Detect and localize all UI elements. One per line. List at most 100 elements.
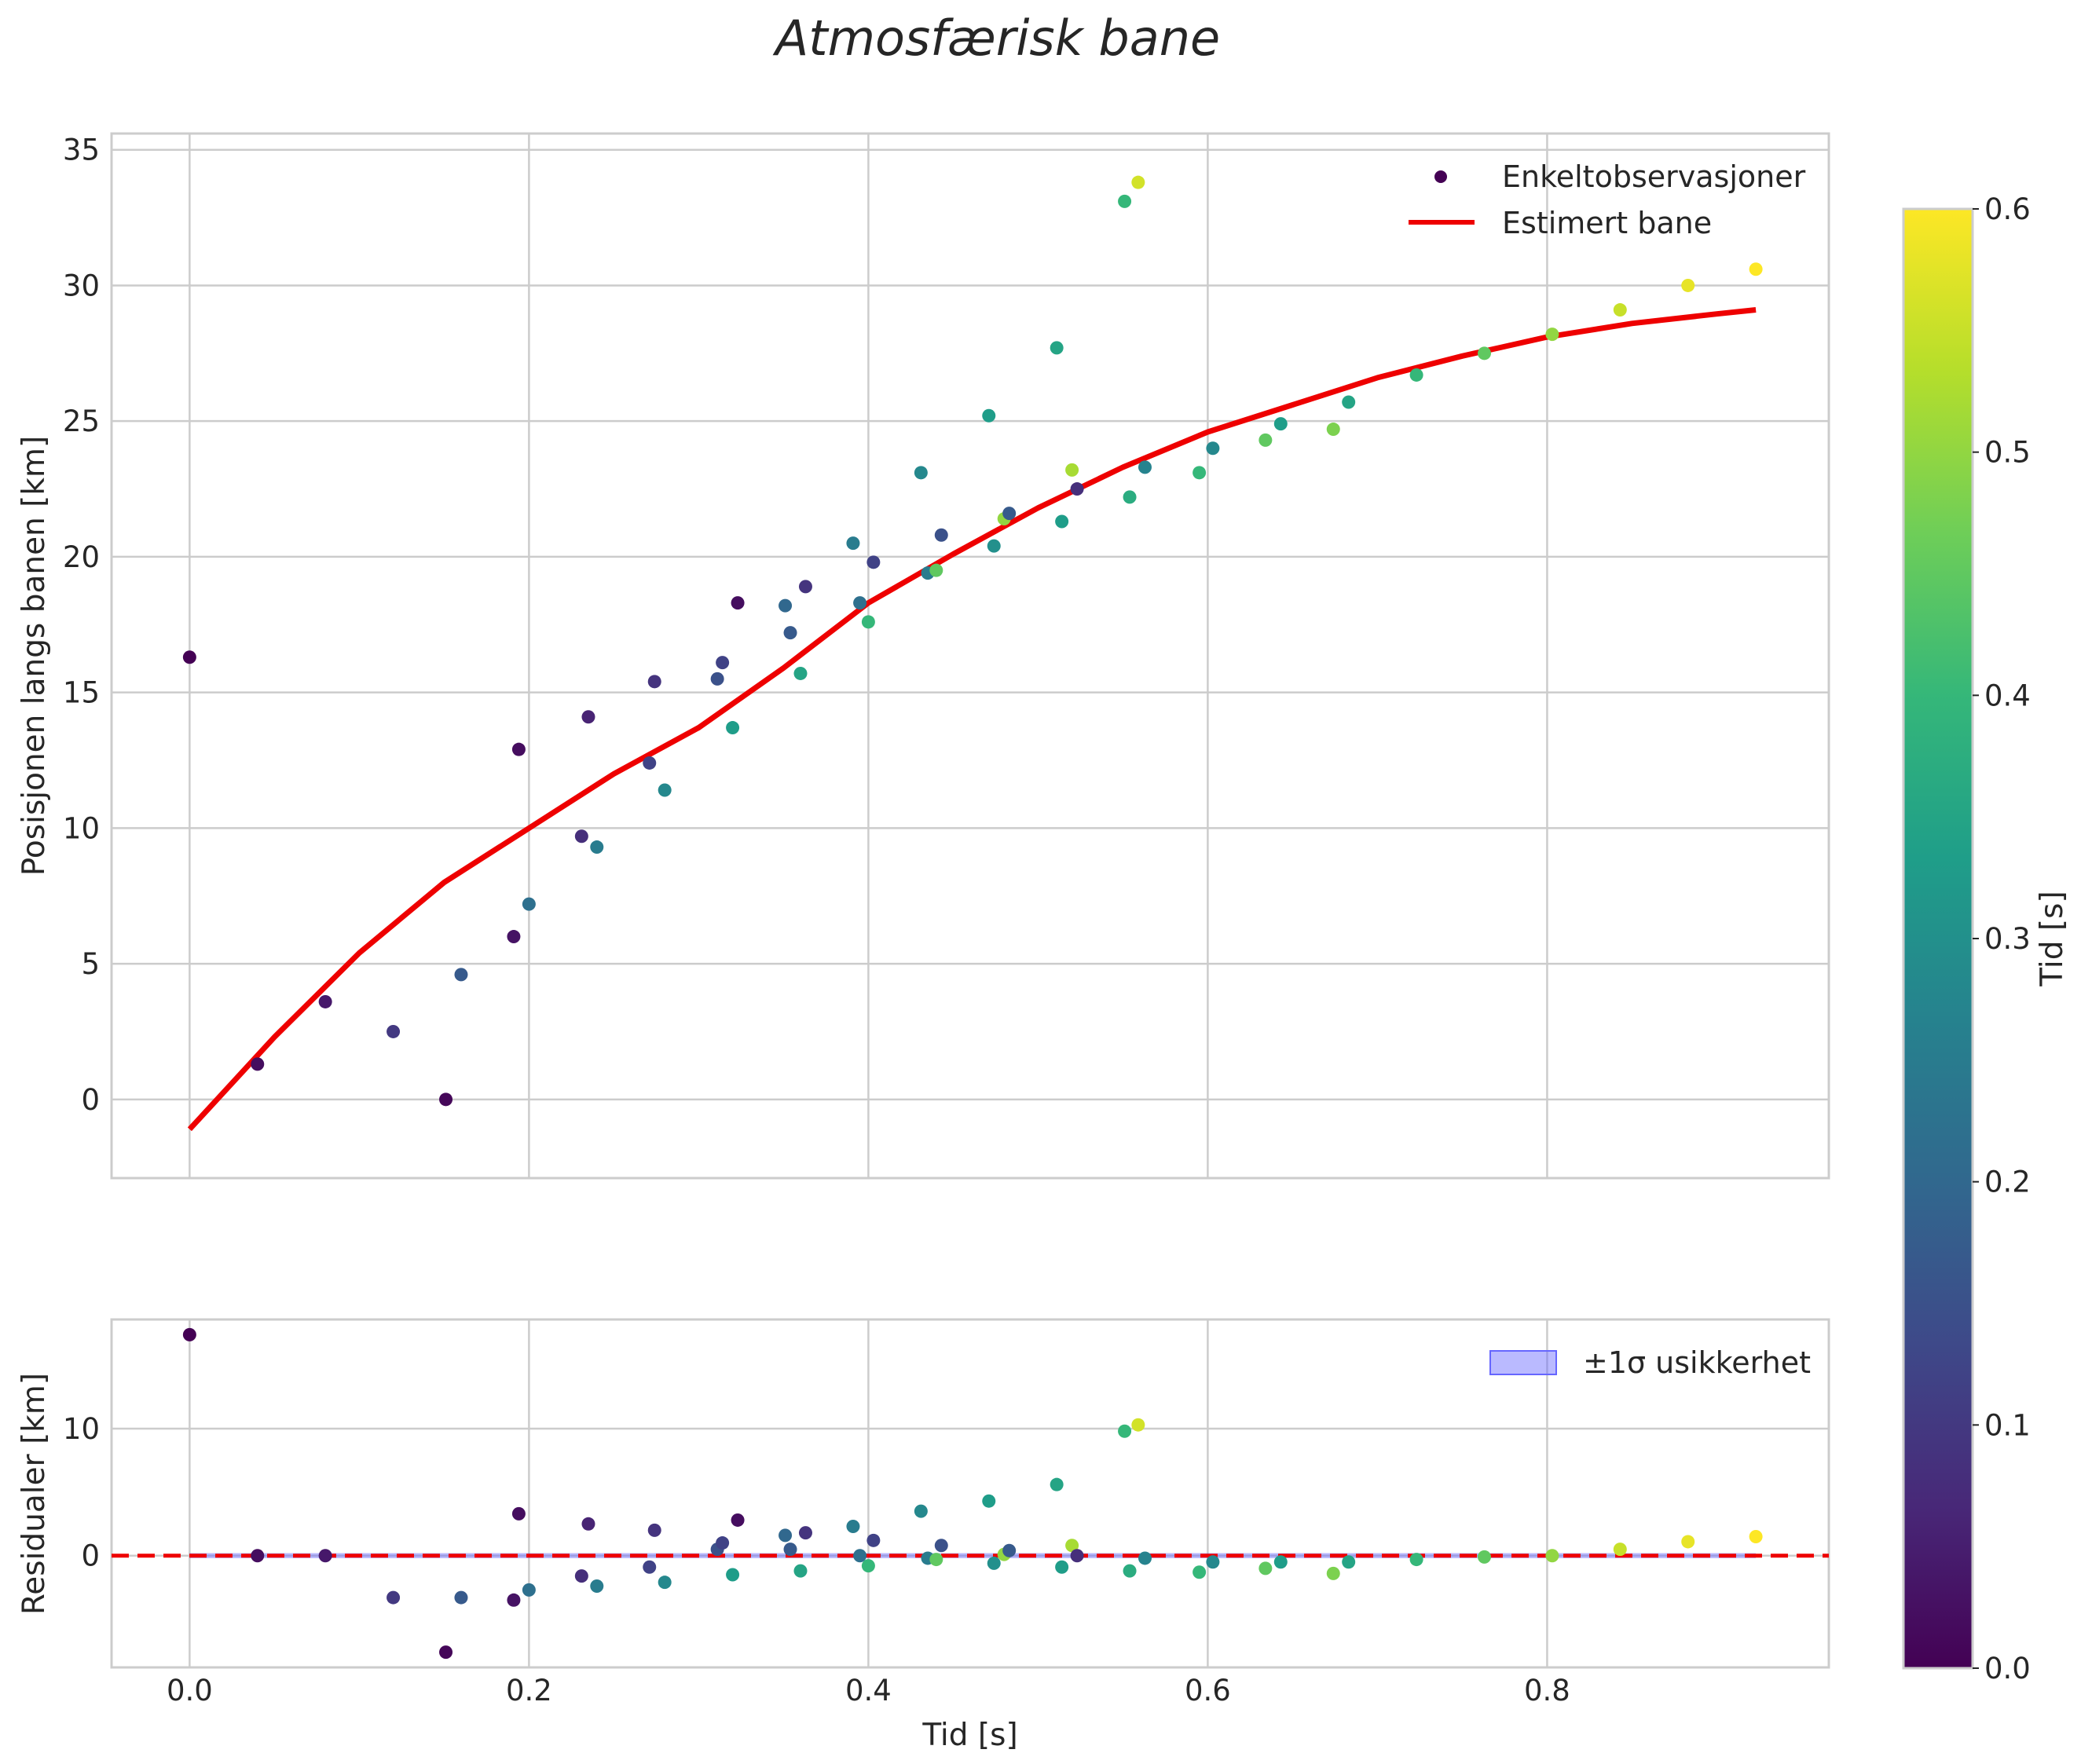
residual-point: [716, 1536, 730, 1550]
residual-point: [866, 1533, 881, 1547]
observation-point: [507, 930, 521, 944]
trajectory-line: [187, 307, 1757, 1132]
residual-plot-frame: [110, 1318, 1830, 1669]
residual-point: [251, 1549, 265, 1563]
main-y-tick-label: 10: [63, 811, 100, 845]
residual-point: [853, 1549, 867, 1563]
observation-point: [798, 580, 812, 594]
residual-points: [182, 1327, 1763, 1660]
observation-point: [318, 994, 332, 1008]
residual-grid: [112, 1319, 1829, 1667]
residual-y-tick-label: 10: [63, 1412, 100, 1446]
main-y-tick-label: 25: [63, 404, 100, 438]
residual-point: [643, 1560, 657, 1574]
residual-point: [798, 1526, 812, 1540]
residual-y-ticks: 0 10: [63, 1412, 100, 1573]
main-y-tick-label: 35: [63, 134, 100, 167]
residual-y-tick-label: 0: [81, 1539, 100, 1573]
observation-point: [1138, 460, 1152, 474]
residual-point: [726, 1568, 740, 1582]
x-tick-label: 0.0: [167, 1674, 213, 1707]
observation-point: [914, 466, 928, 480]
observation-point: [710, 672, 724, 686]
legend-marker-observations: [1434, 170, 1447, 183]
observation-point: [387, 1024, 401, 1038]
residual-point: [1273, 1555, 1288, 1569]
observation-point: [643, 756, 657, 770]
residual-point: [182, 1327, 196, 1341]
residual-point: [1065, 1539, 1079, 1553]
residual-point: [1545, 1549, 1559, 1563]
residual-point: [1118, 1424, 1132, 1438]
residual-point: [731, 1513, 745, 1527]
legend-marker-uncertainty: [1489, 1350, 1557, 1375]
colorbar-tick-label: 0.5: [1984, 436, 2031, 470]
x-tick-label: 0.4: [845, 1674, 892, 1707]
observation-point: [783, 626, 797, 640]
observation-point: [1545, 328, 1559, 342]
colorbar-tick-label: 0.4: [1984, 679, 2031, 712]
legend-label-observations: Enkeltobservasjoner: [1502, 159, 1806, 194]
x-tick-label: 0.2: [506, 1674, 552, 1707]
residual-point: [1193, 1565, 1207, 1579]
residual-point: [934, 1539, 948, 1553]
observation-point: [726, 721, 740, 735]
estimated-trajectory: [187, 307, 1757, 1132]
colorbar-tick-label: 0.2: [1984, 1166, 2031, 1199]
observation-point: [1613, 303, 1627, 317]
observation-point: [454, 968, 468, 982]
observation-point: [779, 598, 793, 613]
observation-point: [439, 1092, 453, 1107]
residual-y-label: Residualer [km]: [16, 1373, 52, 1615]
observation-point: [1055, 514, 1069, 529]
residual-point: [1478, 1550, 1492, 1564]
colorbar-ticks: 0.0 0.1 0.2 0.3 0.4 0.5 0.6: [1973, 192, 2031, 1685]
residual-point: [929, 1553, 943, 1567]
main-y-ticks: 0 5 10 15 20 25 30 35: [63, 134, 100, 1117]
main-plot-frame: [110, 132, 1830, 1180]
residual-point: [1613, 1543, 1627, 1557]
observation-point: [1206, 441, 1220, 456]
colorbar-tick-label: 0.0: [1984, 1652, 2031, 1685]
residual-point: [387, 1590, 401, 1605]
legend-label-trajectory: Estimert bane: [1502, 206, 1712, 240]
residual-point: [987, 1556, 1001, 1570]
observation-points: [182, 175, 1763, 1107]
main-plot: 0 5 10 15 20 25 30 35 Posisjonen langs banen [k…: [16, 132, 1830, 1180]
observation-point: [1193, 466, 1207, 480]
residual-point: [658, 1576, 672, 1590]
residual-legend: ±1σ usikkerhet: [1489, 1345, 1811, 1380]
observation-point: [934, 528, 948, 542]
residual-point: [1326, 1566, 1340, 1580]
observation-point: [574, 829, 588, 844]
colorbar-gradient: [1902, 207, 1974, 1670]
observation-point: [581, 710, 595, 724]
main-legend: Enkeltobservasjoner Estimert bane: [1409, 159, 1806, 240]
x-tick-label: 0.8: [1524, 1674, 1570, 1707]
observation-point: [511, 742, 526, 756]
observation-point: [1131, 175, 1145, 189]
observation-point: [590, 840, 604, 855]
residual-point: [1258, 1561, 1273, 1576]
residual-point: [1138, 1551, 1152, 1565]
residual-point: [846, 1520, 860, 1534]
residual-point: [647, 1523, 661, 1537]
observation-point: [853, 596, 867, 610]
residual-point: [1070, 1549, 1084, 1563]
observation-point: [1681, 278, 1695, 292]
residual-point: [1206, 1555, 1220, 1569]
colorbar-tick-label: 0.3: [1984, 922, 2031, 956]
observation-point: [1002, 507, 1017, 521]
residual-point: [793, 1564, 808, 1578]
residual-point: [1055, 1560, 1069, 1574]
chart-title: Atmosfærisk bane: [772, 9, 1220, 67]
residual-point: [507, 1593, 521, 1607]
residual-point: [779, 1528, 793, 1543]
x-ticks: 0.0 0.2 0.4 0.6 0.8: [167, 1674, 1570, 1707]
main-y-tick-label: 30: [63, 269, 100, 302]
residual-point: [1131, 1418, 1145, 1432]
residual-point: [590, 1579, 604, 1594]
observation-point: [846, 536, 860, 551]
main-y-tick-label: 15: [63, 676, 100, 710]
observation-point: [1749, 262, 1763, 276]
